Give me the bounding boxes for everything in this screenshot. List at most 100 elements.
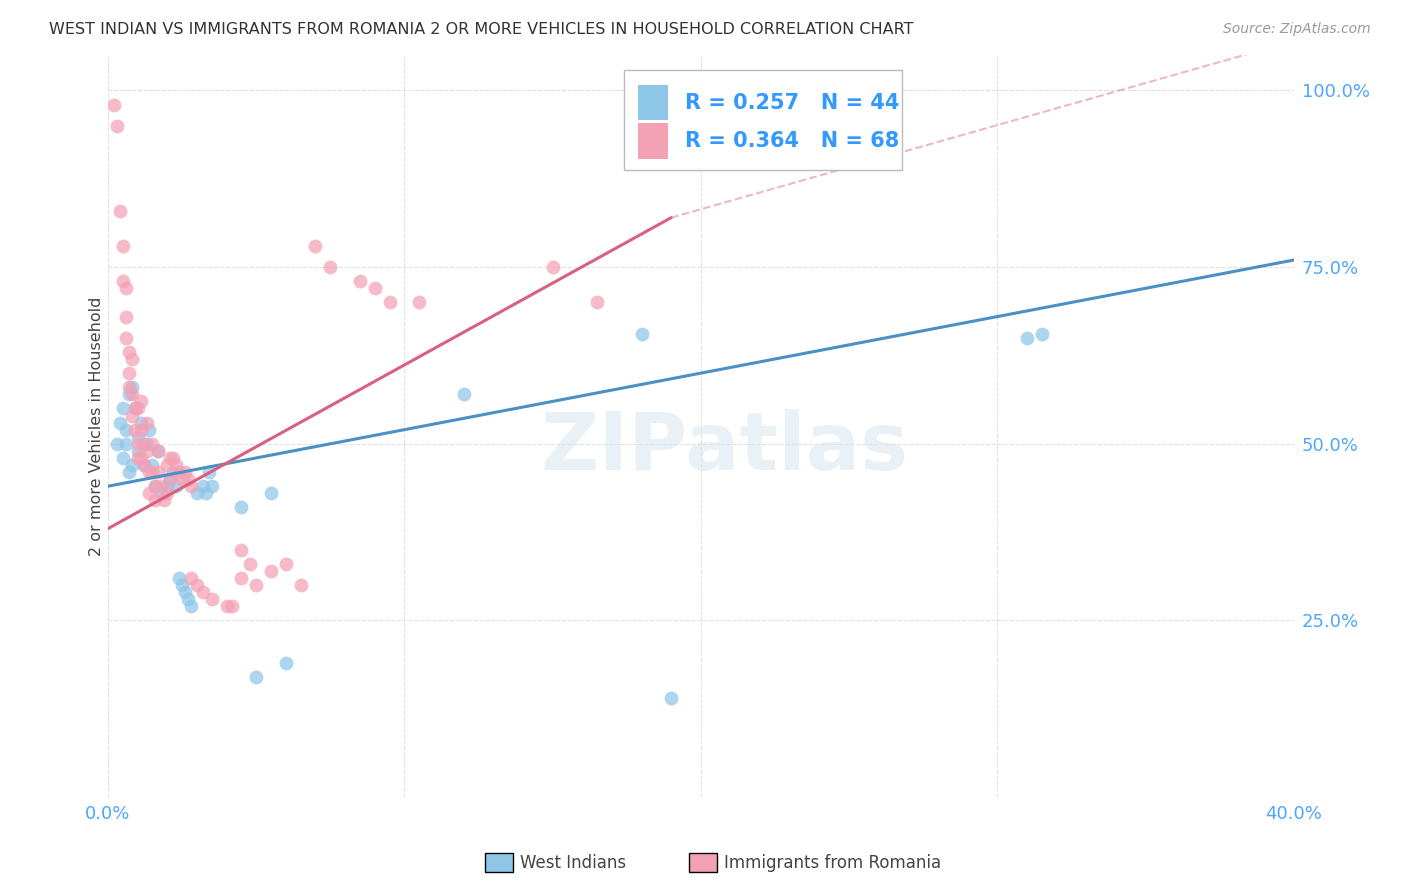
Point [159, 472, 181, 486]
Point [103, 97, 125, 112]
Point [150, 486, 173, 500]
Point [159, 450, 181, 465]
Point [138, 423, 160, 437]
Point [145, 479, 167, 493]
Point [114, 281, 136, 295]
Point [118, 387, 141, 401]
Point [132, 437, 155, 451]
Point [586, 295, 609, 310]
Point [135, 416, 157, 430]
Point [177, 472, 200, 486]
Point [319, 260, 342, 274]
Point [180, 571, 202, 585]
Point [186, 486, 208, 500]
Point [127, 430, 149, 444]
Point [148, 465, 170, 479]
Point [124, 401, 146, 416]
Point [148, 443, 170, 458]
Point [129, 394, 152, 409]
Point [118, 345, 141, 359]
Point [659, 691, 682, 706]
Point [180, 599, 202, 614]
Bar [638, 85, 668, 120]
Point [221, 599, 243, 614]
Point [114, 331, 136, 345]
Text: R = 0.257   N = 44: R = 0.257 N = 44 [685, 93, 900, 112]
Y-axis label: 2 or more Vehicles in Household: 2 or more Vehicles in Household [90, 296, 104, 556]
Point [174, 585, 197, 599]
Text: R = 0.364   N = 68: R = 0.364 N = 68 [685, 131, 900, 152]
Point [111, 239, 134, 253]
Point [194, 486, 217, 500]
Point [245, 578, 267, 592]
Point [1015, 331, 1038, 345]
Point [156, 458, 179, 472]
Point [304, 239, 326, 253]
Point [111, 401, 134, 416]
Point [129, 450, 152, 465]
Point [127, 443, 149, 458]
Point [162, 450, 184, 465]
Point [156, 486, 179, 500]
Text: WEST INDIAN VS IMMIGRANTS FROM ROMANIA 2 OR MORE VEHICLES IN HOUSEHOLD CORRELATI: WEST INDIAN VS IMMIGRANTS FROM ROMANIA 2… [49, 22, 914, 37]
Point [167, 571, 190, 585]
Point [141, 437, 163, 451]
Point [630, 327, 652, 342]
Point [108, 203, 131, 218]
Point [191, 585, 214, 599]
Point [114, 437, 136, 451]
Point [129, 423, 152, 437]
Point [180, 479, 202, 493]
Point [165, 479, 187, 493]
Point [124, 423, 146, 437]
Point [138, 465, 160, 479]
Point [150, 479, 173, 493]
Point [148, 443, 170, 458]
Point [121, 351, 143, 366]
Point [541, 260, 564, 274]
Point [408, 295, 430, 310]
Text: Source: ZipAtlas.com: Source: ZipAtlas.com [1223, 22, 1371, 37]
Point [114, 423, 136, 437]
Point [364, 281, 387, 295]
Text: West Indians: West Indians [520, 854, 626, 871]
Point [111, 450, 134, 465]
Point [231, 571, 253, 585]
Point [121, 380, 143, 394]
Point [118, 380, 141, 394]
Point [453, 387, 475, 401]
Bar [638, 123, 668, 159]
Point [127, 437, 149, 451]
Point [156, 479, 179, 493]
Point [138, 486, 160, 500]
Text: Immigrants from Romania: Immigrants from Romania [724, 854, 941, 871]
Point [132, 458, 155, 472]
Point [191, 479, 214, 493]
Point [165, 458, 187, 472]
Point [239, 557, 262, 571]
Point [1031, 327, 1053, 342]
Point [174, 465, 197, 479]
Point [141, 465, 163, 479]
Point [129, 416, 152, 430]
Point [162, 465, 184, 479]
Point [105, 437, 128, 451]
Point [135, 443, 157, 458]
Point [127, 450, 149, 465]
Point [108, 416, 131, 430]
Point [121, 458, 143, 472]
Point [260, 486, 283, 500]
Point [177, 592, 200, 607]
Point [105, 119, 128, 133]
FancyBboxPatch shape [624, 70, 903, 170]
Point [114, 310, 136, 324]
Point [201, 592, 224, 607]
Point [121, 387, 143, 401]
Point [274, 656, 297, 670]
Point [274, 557, 297, 571]
Point [141, 458, 163, 472]
Point [172, 472, 194, 486]
Point [145, 479, 167, 493]
Point [197, 465, 219, 479]
Point [172, 578, 194, 592]
